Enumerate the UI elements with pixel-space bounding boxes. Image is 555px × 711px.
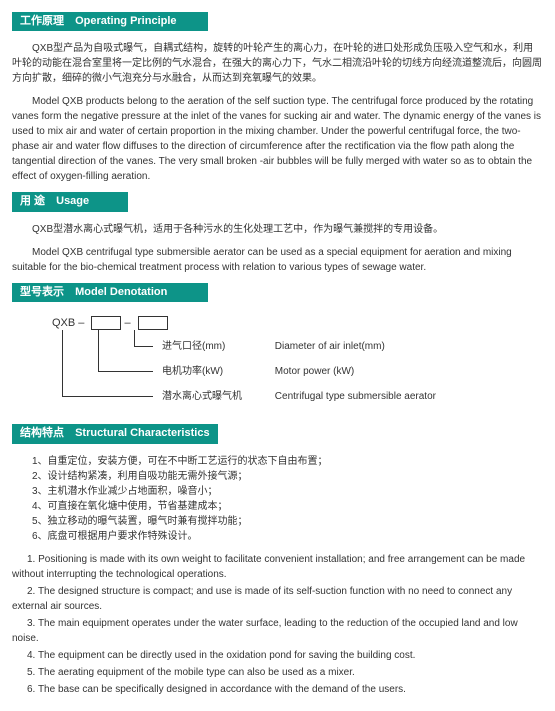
- row-en: Centrifugal type submersible aerator: [275, 391, 436, 402]
- title-cn: 工作原理: [20, 15, 64, 27]
- code-slot-1: [91, 316, 121, 330]
- code-slot-2: [138, 316, 168, 330]
- usage-para-cn: QXB型潜水离心式曝气机，适用于各种污水的生化处理工艺中，作为曝气兼搅拌的专用设…: [12, 222, 543, 237]
- list-item: 4. The equipment can be directly used in…: [12, 648, 543, 663]
- row-cn: 潜水离心式曝气机: [162, 390, 272, 404]
- title-en: Model Denotation: [75, 286, 167, 298]
- list-item: 5、独立移动的曝气装置，曝气时兼有搅拌功能；: [32, 514, 543, 529]
- row-cn: 电机功率(kW): [162, 365, 272, 379]
- denotation-diagram: QXB – – 进气口径(mm) Diameter of air inlet(m…: [52, 316, 543, 416]
- list-item: 3、主机潜水作业减少占地面积，噪音小；: [32, 484, 543, 499]
- section-header-denotation: 型号表示 Model Denotation: [12, 283, 208, 302]
- list-item: 6. The base can be specifically designed…: [12, 682, 543, 697]
- title-cn: 用 途: [20, 195, 45, 207]
- denotation-row-3: 潜水离心式曝气机 Centrifugal type submersible ae…: [162, 390, 436, 404]
- title-en: Operating Principle: [75, 15, 176, 27]
- denotation-row-1: 进气口径(mm) Diameter of air inlet(mm): [162, 340, 385, 354]
- row-cn: 进气口径(mm): [162, 340, 272, 354]
- title-en: Usage: [56, 195, 89, 207]
- structural-en-list: 1. Positioning is made with its own weig…: [12, 552, 543, 697]
- denotation-row-2: 电机功率(kW) Motor power (kW): [162, 365, 354, 379]
- title-en: Structural Characteristics: [75, 427, 210, 439]
- list-item: 6、底盘可根据用户要求作特殊设计。: [32, 529, 543, 544]
- list-item: 4、可直接在氧化塘中使用，节省基建成本；: [32, 499, 543, 514]
- section-header-principle: 工作原理 Operating Principle: [12, 12, 208, 31]
- bracket-line-3: [62, 330, 153, 397]
- row-en: Diameter of air inlet(mm): [275, 341, 385, 352]
- usage-para-en: Model QXB centrifugal type submersible a…: [12, 245, 543, 275]
- principle-para-cn: QXB型产品为自吸式曝气，自耦式结构，旋转的叶轮产生的离心力，在叶轮的进口处形成…: [12, 41, 543, 86]
- list-item: 5. The aerating equipment of the mobile …: [12, 665, 543, 680]
- list-item: 1、自重定位，安装方便，可在不中断工艺运行的状态下自由布置；: [32, 454, 543, 469]
- title-cn: 型号表示: [20, 286, 64, 298]
- principle-para-en: Model QXB products belong to the aeratio…: [12, 94, 543, 184]
- row-en: Motor power (kW): [275, 366, 354, 377]
- list-item: 2. The designed structure is compact; an…: [12, 584, 543, 614]
- code-text: QXB: [52, 317, 75, 329]
- section-header-usage: 用 途 Usage: [12, 192, 128, 211]
- list-item: 3. The main equipment operates under the…: [12, 616, 543, 646]
- list-item: 2、设计结构紧凑，利用自吸功能无需外接气源；: [32, 469, 543, 484]
- title-cn: 结构特点: [20, 427, 64, 439]
- section-header-structural: 结构特点 Structural Characteristics: [12, 424, 218, 443]
- list-item: 1. Positioning is made with its own weig…: [12, 552, 543, 582]
- structural-cn-list: 1、自重定位，安装方便，可在不中断工艺运行的状态下自由布置； 2、设计结构紧凑，…: [12, 454, 543, 544]
